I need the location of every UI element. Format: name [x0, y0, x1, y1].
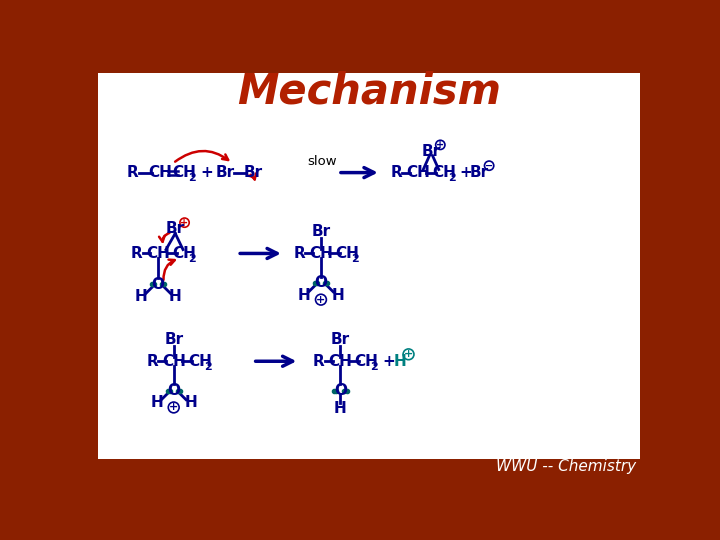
Text: WWU -- Chemistry: WWU -- Chemistry — [496, 459, 636, 474]
Text: CH: CH — [148, 165, 171, 180]
Text: +: + — [404, 349, 413, 359]
Text: +: + — [200, 165, 212, 180]
Text: CH: CH — [173, 246, 197, 261]
Text: +: + — [169, 402, 179, 413]
Text: +: + — [181, 218, 189, 228]
Text: H: H — [169, 289, 181, 304]
Text: H: H — [135, 289, 148, 304]
Text: Br: Br — [244, 165, 263, 180]
Text: CH: CH — [336, 246, 359, 261]
Text: CH: CH — [355, 354, 379, 369]
Text: 2: 2 — [371, 362, 378, 372]
Text: CH: CH — [309, 246, 333, 261]
Text: +: + — [382, 354, 395, 369]
Text: H: H — [297, 287, 310, 302]
Text: CH: CH — [173, 165, 197, 180]
Text: CH: CH — [432, 165, 456, 180]
Text: R: R — [127, 165, 138, 180]
Text: +: + — [316, 295, 325, 305]
Text: Br: Br — [311, 225, 330, 239]
Text: Br: Br — [330, 332, 350, 347]
Text: Br: Br — [421, 144, 441, 159]
Text: R: R — [146, 354, 158, 369]
Text: H: H — [334, 402, 347, 416]
Text: H: H — [394, 354, 406, 369]
Text: CH: CH — [328, 354, 352, 369]
Text: Br: Br — [164, 332, 184, 347]
Text: 2: 2 — [204, 362, 212, 372]
Text: O: O — [315, 275, 328, 290]
Text: O: O — [167, 383, 180, 398]
Text: Br: Br — [469, 165, 489, 180]
Text: 2: 2 — [189, 173, 196, 183]
Text: CH: CH — [406, 165, 430, 180]
Text: O: O — [152, 276, 165, 292]
Text: R: R — [130, 246, 143, 261]
Text: H: H — [332, 287, 344, 302]
Text: R: R — [293, 246, 305, 261]
Text: Mechanism: Mechanism — [237, 71, 501, 113]
Text: −: − — [485, 161, 493, 171]
Text: CH: CH — [188, 354, 212, 369]
Text: slow: slow — [307, 156, 337, 168]
Text: +: + — [436, 140, 444, 150]
Text: CH: CH — [162, 354, 186, 369]
Text: H: H — [184, 395, 197, 410]
Text: 2: 2 — [448, 173, 456, 183]
Text: 2: 2 — [351, 254, 359, 264]
Text: R: R — [312, 354, 325, 369]
Text: R: R — [390, 165, 402, 180]
Text: 2: 2 — [189, 254, 196, 264]
Text: Br: Br — [216, 165, 235, 180]
Text: CH: CH — [146, 246, 170, 261]
Text: Br: Br — [166, 221, 185, 237]
Text: +: + — [459, 165, 472, 180]
Text: O: O — [334, 383, 347, 398]
Text: H: H — [150, 395, 163, 410]
